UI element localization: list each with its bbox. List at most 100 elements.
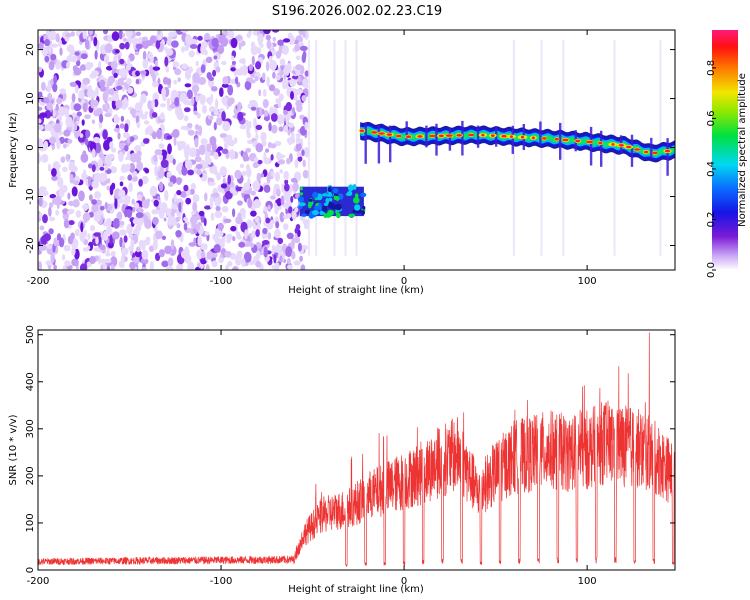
- cluster-blob: [297, 196, 305, 203]
- noise-blob: [161, 87, 167, 98]
- noise-blob: [286, 257, 291, 265]
- noise-blob: [152, 80, 159, 88]
- noise-blob: [221, 61, 227, 65]
- x-tick-label: 0: [401, 576, 407, 587]
- noise-blob: [266, 76, 270, 87]
- noise-blob: [279, 255, 283, 263]
- snr-panel: -200 -100 0 100 0 100 200 300 400 500 Height of s…: [8, 325, 676, 595]
- noise-blob: [71, 93, 76, 103]
- noise-blob: [226, 233, 233, 241]
- noise-blob: [227, 174, 231, 185]
- noise-blob: [277, 237, 284, 245]
- noise-blob: [53, 123, 62, 133]
- noise-blob: [152, 132, 157, 140]
- noise-blob: [46, 102, 53, 111]
- noise-blob: [286, 232, 294, 240]
- snr-y-label: SNR (10 * v/v): [8, 414, 19, 485]
- noise-blob: [171, 40, 179, 48]
- noise-blob: [103, 30, 108, 35]
- noise-blob: [106, 225, 112, 235]
- noise-blob: [93, 110, 102, 117]
- noise-blob: [154, 60, 158, 67]
- noise-blob: [212, 192, 220, 198]
- noise-blob: [224, 141, 229, 149]
- y-tick-label: 300: [25, 419, 36, 438]
- noise-blob: [163, 217, 167, 222]
- noise-blob: [52, 110, 56, 118]
- track-core: [598, 141, 603, 145]
- spectrogram-x-label: Height of straight line (km): [288, 285, 424, 296]
- noise-blob: [237, 101, 242, 112]
- snr-line: [38, 332, 675, 567]
- noise-blob: [143, 138, 150, 144]
- noise-blob: [287, 264, 293, 270]
- noise-blob: [265, 217, 271, 224]
- noise-blob: [83, 169, 87, 178]
- noise-blob: [81, 204, 90, 210]
- noise-blob: [49, 202, 54, 208]
- noise-blob: [38, 66, 43, 73]
- noise-blob: [180, 30, 189, 33]
- noise-blob: [154, 165, 159, 177]
- noise-blob: [132, 38, 137, 49]
- noise-blob: [118, 30, 123, 40]
- noise-blob: [46, 83, 52, 93]
- noise-blob: [295, 136, 301, 145]
- noise-blob: [190, 38, 198, 45]
- noise-blob: [42, 214, 48, 224]
- noise-blob: [185, 143, 190, 155]
- noise-blob: [276, 50, 281, 59]
- noise-blob: [269, 60, 277, 71]
- noise-blob: [263, 246, 268, 258]
- cluster-blob: [308, 198, 313, 202]
- noise-blob: [248, 64, 253, 72]
- noise-blob: [176, 177, 182, 186]
- noise-blob: [195, 94, 200, 103]
- noise-blob: [291, 210, 297, 221]
- noise-blob: [214, 200, 219, 206]
- noise-blob: [147, 100, 153, 110]
- noise-blob: [102, 91, 109, 103]
- noise-blob: [206, 143, 212, 152]
- noise-blob: [139, 70, 147, 75]
- noise-blob: [110, 256, 118, 267]
- noise-blob: [200, 43, 207, 55]
- noise-blob: [188, 50, 195, 58]
- noise-blob: [62, 166, 68, 172]
- noise-blob: [187, 169, 195, 176]
- noise-blob: [48, 228, 54, 235]
- noise-blob: [280, 64, 285, 70]
- noise-blob: [159, 112, 165, 120]
- noise-blob: [125, 156, 130, 161]
- noise-blob: [253, 199, 261, 209]
- noise-blob: [266, 39, 272, 49]
- noise-blob: [94, 142, 102, 154]
- figure-title: S196.2026.002.02.23.C19: [272, 4, 442, 19]
- noise-blob: [120, 67, 128, 79]
- noise-blob: [265, 34, 271, 41]
- track-spike: [389, 125, 392, 163]
- cluster-blob: [361, 210, 365, 216]
- noise-blob: [48, 137, 57, 144]
- noise-blob: [43, 97, 49, 104]
- noise-blob: [210, 93, 214, 103]
- noise-blob: [105, 217, 112, 228]
- noise-blob: [167, 181, 174, 187]
- noise-blob: [52, 83, 58, 93]
- noise-blob: [128, 182, 133, 193]
- noise-blob: [47, 163, 52, 172]
- y-tick-label: 20: [25, 43, 36, 56]
- noise-blob: [280, 195, 285, 206]
- cluster-blob: [327, 186, 332, 192]
- noise-blob: [257, 221, 261, 231]
- noise-blob: [220, 183, 228, 189]
- noise-blob: [273, 254, 277, 264]
- noise-blob: [64, 107, 70, 118]
- noise-blob: [86, 261, 92, 268]
- noise-blob: [175, 230, 182, 238]
- noise-blob: [210, 212, 215, 221]
- noise-blob: [299, 255, 303, 262]
- noise-blob: [270, 170, 275, 177]
- noise-blob: [132, 175, 138, 182]
